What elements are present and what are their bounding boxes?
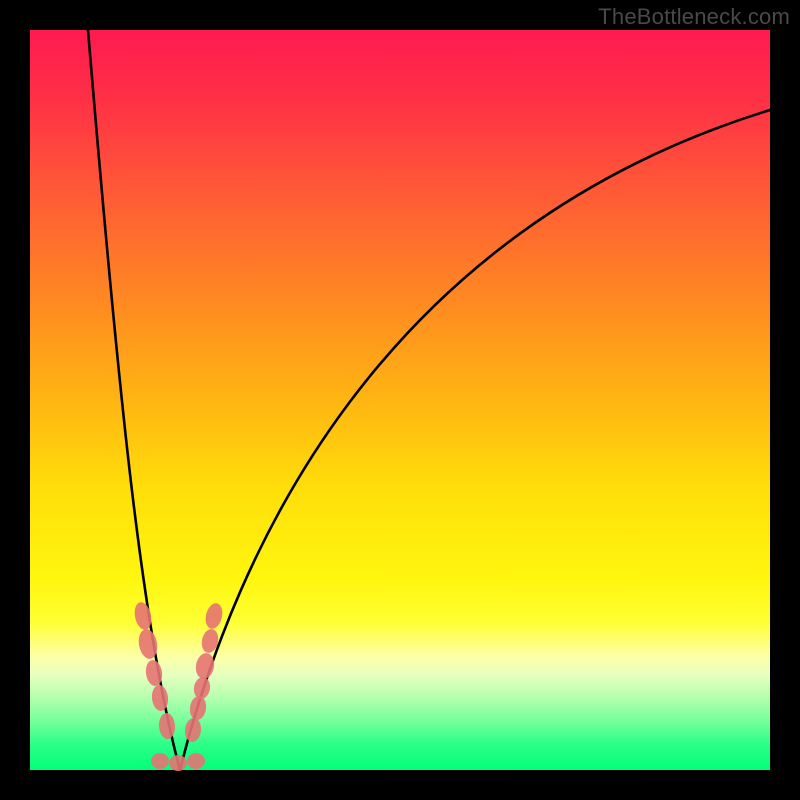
- bead-marker: [192, 676, 212, 700]
- bead-marker: [194, 652, 216, 681]
- bead-marker: [184, 717, 202, 743]
- bead-marker: [169, 755, 187, 771]
- bead-marker: [187, 753, 205, 769]
- watermark-text: TheBottleneck.com: [598, 4, 790, 30]
- bead-marker: [151, 753, 169, 769]
- curve-layer: [30, 30, 770, 770]
- plot-area: [30, 30, 770, 770]
- bead-marker: [188, 695, 207, 721]
- bottleneck-curve: [88, 30, 770, 770]
- bead-marker: [158, 712, 176, 739]
- bead-marker: [203, 601, 225, 630]
- chart-root: TheBottleneck.com: [0, 0, 800, 800]
